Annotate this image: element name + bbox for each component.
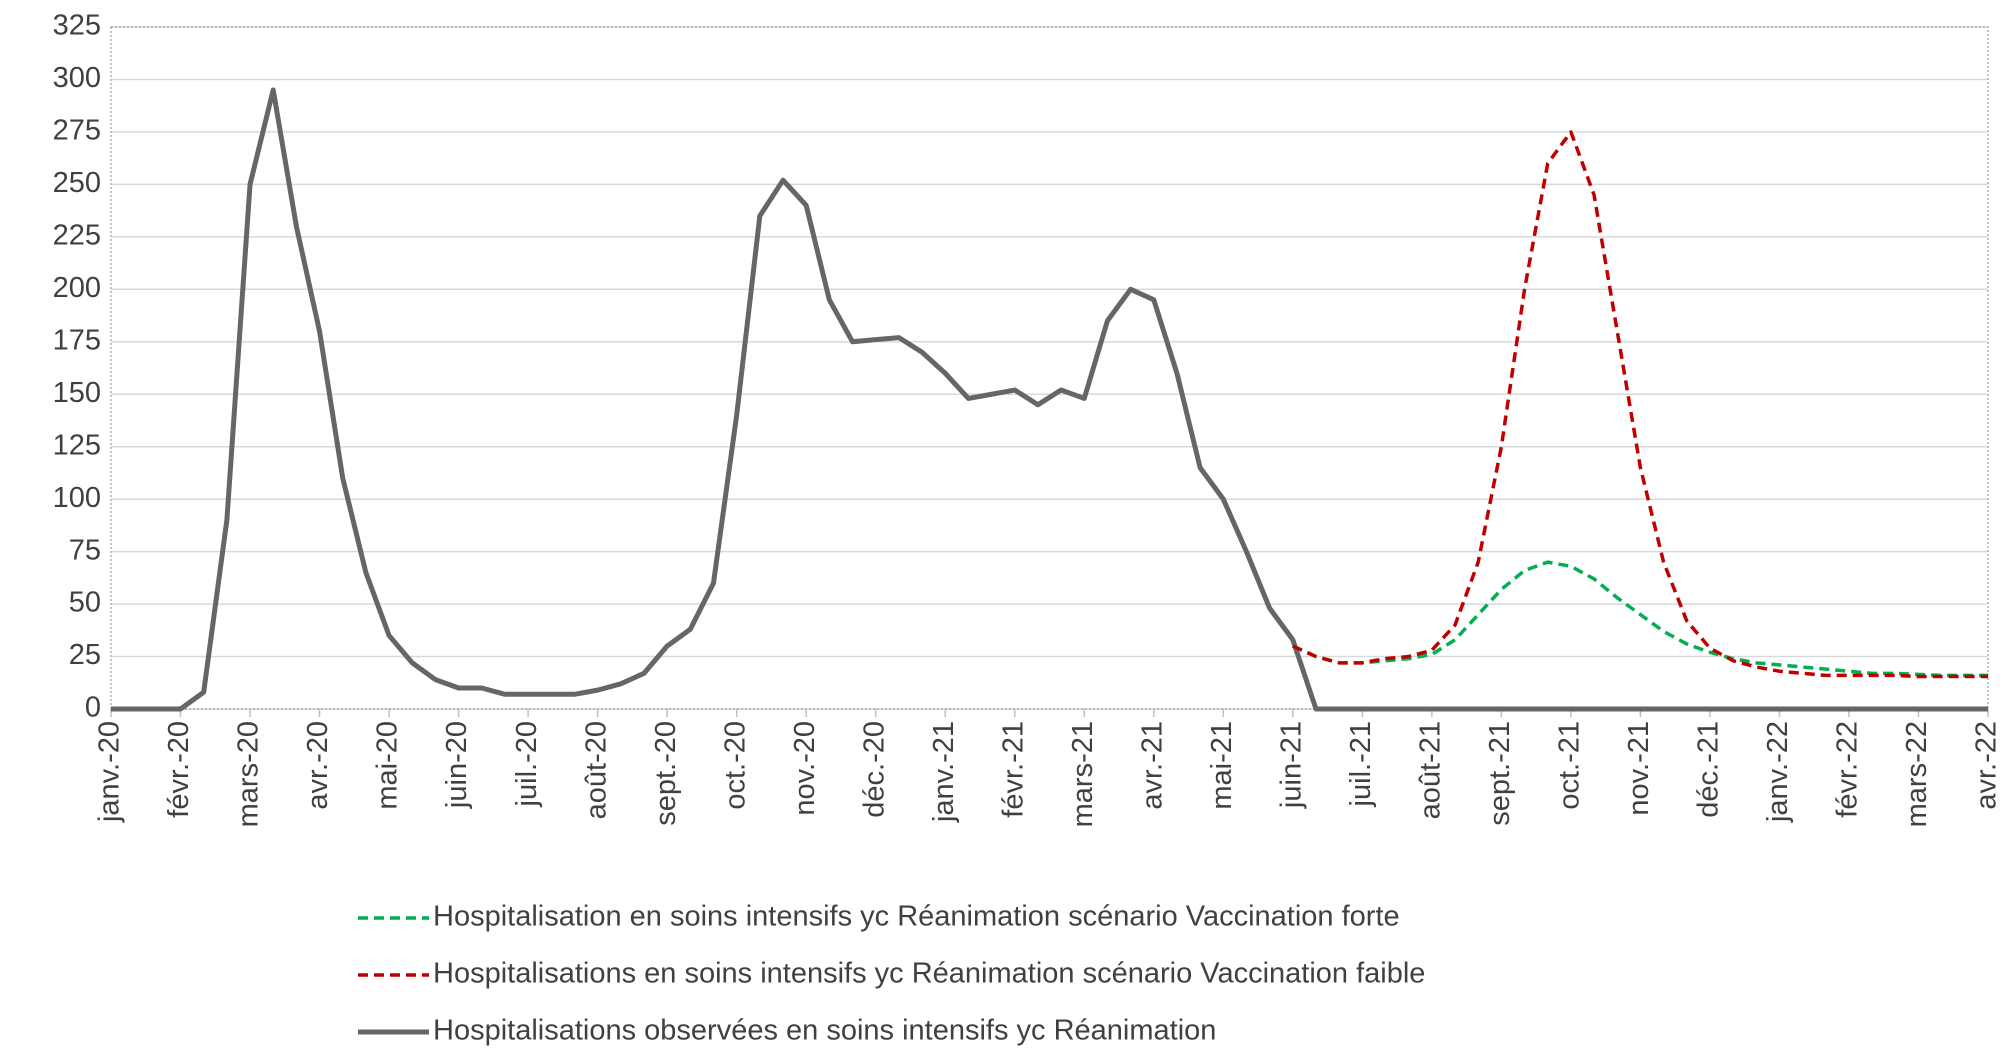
legend-label: Hospitalisations observées en soins inte…	[433, 1015, 1216, 1047]
series-line	[1292, 130, 1988, 679]
y-tick-label: 150	[53, 377, 101, 409]
x-tick-label: avr.-21	[1136, 721, 1168, 810]
series-line	[111, 87, 1988, 712]
x-tick-label: sept.-20	[650, 721, 682, 826]
x-tick-label: févr.-22	[1832, 721, 1864, 818]
x-tick-label: mars-21	[1067, 721, 1099, 827]
x-tick-label: juil.-21	[1345, 721, 1377, 807]
x-tick-label: avr.-20	[302, 721, 334, 810]
x-tick-label: déc.-21	[1693, 721, 1725, 818]
y-tick-label: 75	[69, 534, 101, 566]
x-tick-label: juin-21	[1275, 721, 1307, 809]
x-tick-label: nov.-20	[789, 721, 821, 816]
x-tick-label: oct.-20	[719, 721, 751, 810]
x-tick-label: mai-21	[1206, 721, 1238, 810]
x-tick-label: août-21	[1415, 721, 1447, 819]
y-tick-label: 175	[53, 324, 101, 356]
y-tick-label: 275	[53, 115, 101, 147]
x-tick-label: mai-20	[372, 721, 404, 810]
x-tick-label: déc.-20	[858, 721, 890, 818]
y-tick-label: 225	[53, 220, 101, 252]
y-tick-label: 0	[85, 692, 101, 724]
x-tick-label: avr.-22	[1971, 721, 2003, 810]
x-tick-label: juin-20	[441, 721, 473, 809]
x-tick-label: mars-22	[1901, 721, 1933, 827]
x-tick-label: févr.-21	[997, 721, 1029, 818]
y-tick-label: 300	[53, 62, 101, 94]
legend-label: Hospitalisation en soins intensifs yc Ré…	[433, 901, 1400, 933]
x-tick-label: févr.-20	[163, 721, 195, 818]
x-tick-label: juil.-20	[511, 721, 543, 807]
x-tick-label: nov.-21	[1623, 721, 1655, 816]
y-tick-label: 250	[53, 167, 101, 199]
series-line	[1292, 560, 1988, 678]
y-tick-label: 200	[53, 272, 101, 304]
legend-label: Hospitalisations en soins intensifs yc R…	[433, 958, 1425, 990]
x-tick-label: oct.-21	[1554, 721, 1586, 810]
x-tick-label: janv.-22	[1762, 721, 1794, 823]
y-tick-label: 325	[53, 10, 101, 42]
y-tick-label: 50	[69, 587, 101, 619]
plot-border	[110, 26, 1989, 710]
x-tick-label: janv.-20	[94, 721, 126, 823]
y-tick-label: 25	[69, 639, 101, 671]
x-tick-label: mars-20	[233, 721, 265, 827]
x-tick-label: janv.-21	[928, 721, 960, 823]
y-tick-label: 100	[53, 482, 101, 514]
x-tick-label: août-20	[580, 721, 612, 819]
y-tick-label: 125	[53, 429, 101, 461]
x-tick-label: sept.-21	[1484, 721, 1516, 826]
